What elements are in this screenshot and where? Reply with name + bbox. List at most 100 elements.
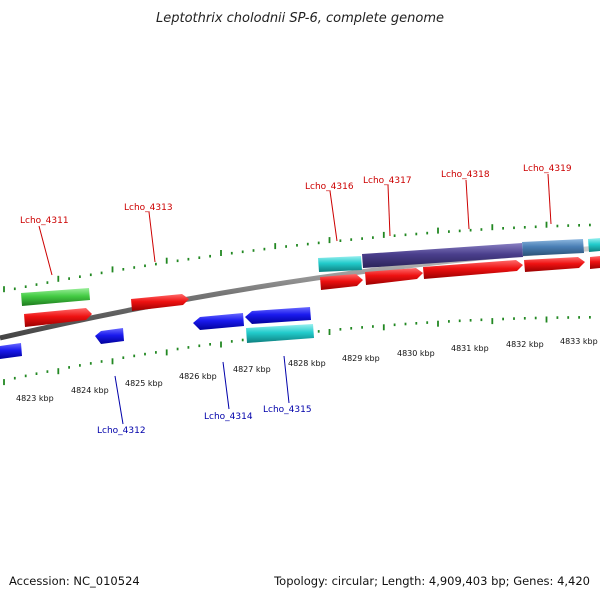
tick-mark: [426, 231, 429, 235]
tick-mark: [187, 257, 190, 261]
cds-forward: [423, 260, 523, 279]
tick-mark: [165, 349, 168, 356]
genome-summary-text: Topology: circular; Length: 4,909,403 bp…: [273, 574, 590, 588]
cds-forward: [131, 294, 189, 311]
tick-mark: [57, 275, 60, 282]
tick-mark: [404, 322, 407, 326]
tick-mark: [79, 275, 81, 278]
tick-mark: [133, 354, 136, 358]
tick-mark: [382, 324, 385, 331]
tick-mark: [350, 238, 353, 241]
tick-mark: [241, 250, 244, 254]
tick-mark: [404, 233, 407, 237]
cds-forward: [590, 256, 600, 269]
tick-mark: [198, 256, 201, 259]
tick-mark: [220, 250, 222, 256]
gene-label-lcho-4316: Lcho_4316: [305, 182, 354, 192]
tick-mark: [317, 330, 320, 333]
tick-mark: [437, 320, 439, 327]
purple-feature: [362, 243, 523, 268]
tick-mark: [523, 317, 526, 320]
kbp-tick-label: 4828 kbp: [288, 359, 326, 368]
tick-mark: [263, 247, 266, 251]
tick-mark: [513, 317, 515, 320]
cds-forward: [24, 308, 92, 327]
tick-mark: [523, 226, 526, 229]
tick-mark: [578, 316, 580, 319]
tick-mark: [426, 321, 429, 324]
tick-mark: [480, 228, 483, 231]
tick-mark: [24, 285, 27, 288]
tick-mark: [458, 319, 461, 323]
kbp-tick-label: 4830 kbp: [397, 349, 435, 358]
tick-mark: [296, 244, 298, 247]
tick-mark: [274, 243, 277, 250]
tick-mark: [448, 230, 450, 233]
tick-mark: [241, 338, 244, 342]
cds-forward: [365, 268, 423, 285]
cds-forward: [524, 257, 585, 272]
tick-mark: [144, 264, 146, 268]
tick-mark: [415, 322, 418, 325]
steel-feature: [522, 239, 584, 256]
tick-mark: [35, 283, 38, 286]
tick-mark: [13, 376, 16, 380]
tick-mark: [133, 266, 136, 269]
tick-mark: [534, 316, 537, 320]
kbp-tick-label: 4823 kbp: [16, 394, 54, 403]
tick-mark: [350, 327, 353, 330]
tick-mark: [382, 231, 385, 238]
kbp-tick-label: 4824 kbp: [71, 386, 109, 395]
tick-mark: [372, 236, 374, 239]
tick-mark: [491, 318, 494, 325]
gene-label-lcho-4318: Lcho_4318: [441, 170, 490, 180]
kbp-tick-label: 4826 kbp: [179, 372, 217, 381]
tick-mark: [285, 245, 287, 248]
tick-mark: [545, 221, 548, 228]
tick-mark: [35, 372, 38, 375]
accession-text: Accession: NC_010524: [9, 574, 140, 588]
tick-mark: [198, 344, 201, 348]
tick-mark: [3, 286, 5, 293]
tick-mark: [144, 352, 146, 356]
label-leaders-forward: [38, 173, 552, 276]
cds-reverse: [0, 343, 22, 359]
tick-mark: [502, 317, 504, 321]
tick-mark: [165, 257, 168, 264]
kbp-tick-label: 4831 kbp: [451, 344, 489, 353]
tick-mark: [448, 320, 450, 323]
gene-label-lcho-4315: Lcho_4315: [263, 405, 312, 415]
tick-mark: [361, 237, 363, 240]
tick-mark: [469, 319, 472, 322]
tick-mark: [100, 271, 103, 275]
tick-mark: [24, 374, 27, 378]
tick-mark: [567, 316, 570, 319]
cds-reverse: [245, 307, 311, 324]
cyan-feature-upper: [318, 256, 362, 272]
tick-mark: [317, 241, 320, 245]
gene-label-lcho-4312: Lcho_4312: [97, 426, 146, 436]
cds-reverse: [193, 313, 244, 330]
gene-label-lcho-4314: Lcho_4314: [204, 412, 253, 422]
tick-mark: [513, 226, 515, 230]
tick-mark: [589, 223, 591, 227]
tick-mark: [46, 370, 49, 373]
tick-mark: [230, 251, 233, 255]
tick-mark: [176, 347, 179, 351]
kbp-tick-label: 4833 kbp: [560, 337, 598, 346]
tick-mark: [415, 232, 418, 236]
label-leaders-reverse: [114, 355, 290, 425]
tick-mark: [393, 323, 396, 327]
map-title: Leptothrix cholodnii SP-6, complete geno…: [156, 11, 444, 26]
gene-label-lcho-4313: Lcho_4313: [124, 203, 173, 213]
tick-mark: [339, 328, 342, 331]
tick-mark: [567, 224, 570, 227]
tick-mark: [68, 277, 70, 280]
tick-mark: [578, 224, 580, 227]
tick-mark: [111, 358, 114, 365]
kbp-tick-label: 4829 kbp: [342, 354, 380, 363]
tick-mark: [306, 242, 309, 246]
tick-mark: [372, 325, 374, 328]
tick-mark: [230, 340, 233, 343]
